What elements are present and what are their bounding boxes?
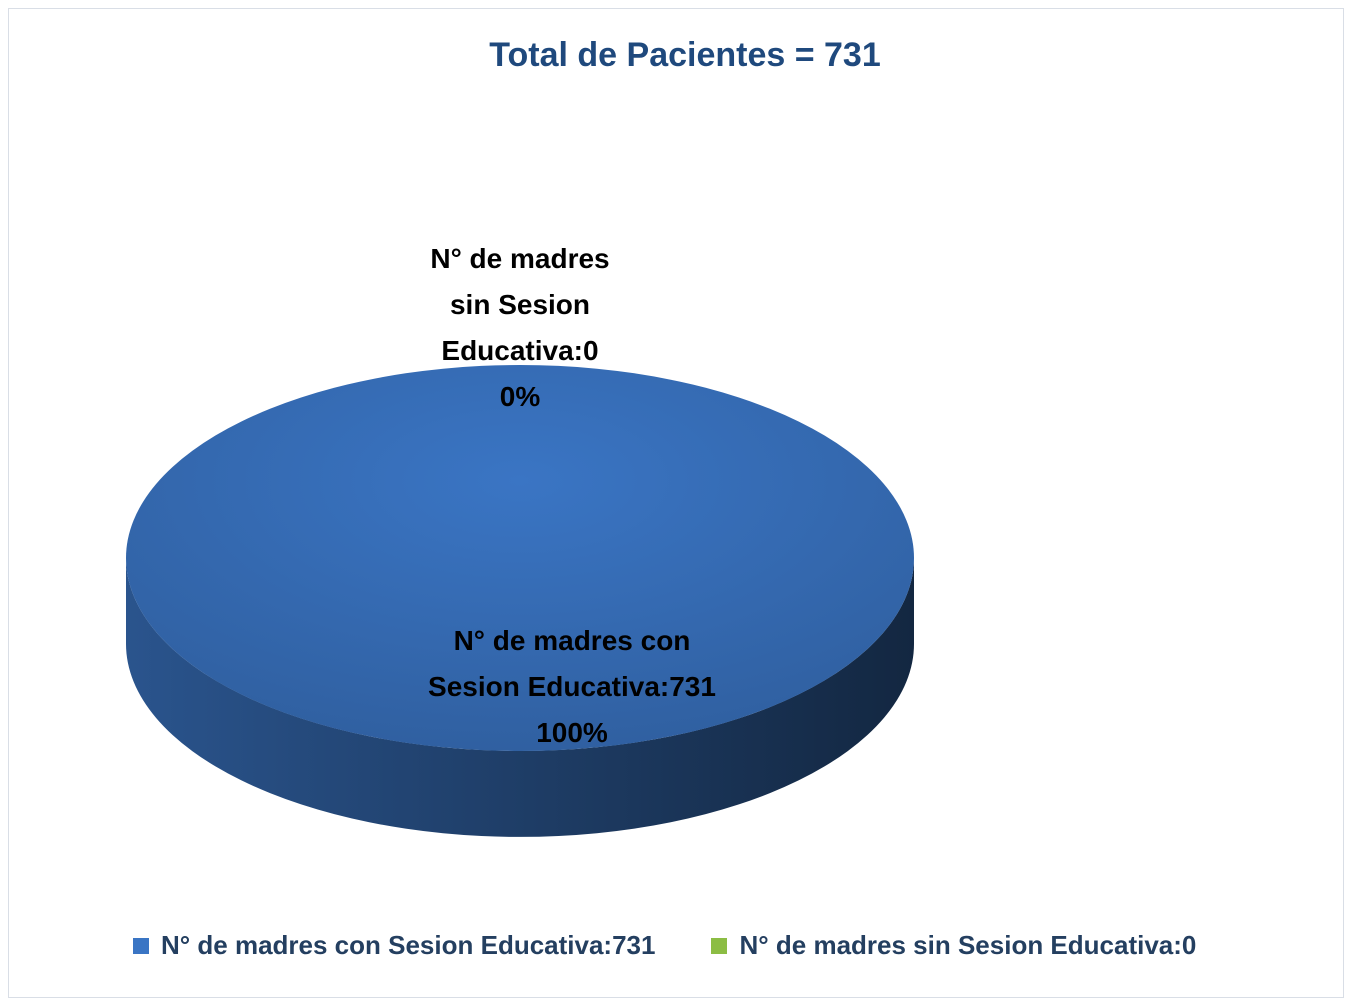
- chart-title: Total de Pacientes = 731: [489, 36, 881, 74]
- chart-frame: [8, 8, 1344, 998]
- data-label: N° de madres sin Sesion Educativa:0 0%: [408, 236, 633, 420]
- legend-swatch: [711, 937, 728, 954]
- data-label-value: 100%: [536, 717, 608, 748]
- legend-label: N° de madres con Sesion Educativa:731: [161, 930, 656, 960]
- data-label-value: 0%: [499, 381, 541, 412]
- slice-side: [126, 558, 914, 837]
- legend-label: N° de madres sin Sesion Educativa:0: [739, 930, 1197, 960]
- data-label-name: N° de madres sin Sesion Educativa:0: [430, 243, 610, 366]
- data-label-name: N° de madres con Sesion Educativa:731: [428, 625, 716, 702]
- legend-item: N° de madres sin Sesion Educativa:0: [711, 930, 1196, 961]
- slice: [126, 365, 914, 751]
- legend-item: N° de madres con Sesion Educativa:731: [133, 930, 655, 961]
- legend: N° de madres con Sesion Educativa:731 N° …: [133, 930, 1196, 961]
- data-label: N° de madres con Sesion Educativa:731 100…: [407, 618, 737, 756]
- legend-swatch: [133, 937, 149, 954]
